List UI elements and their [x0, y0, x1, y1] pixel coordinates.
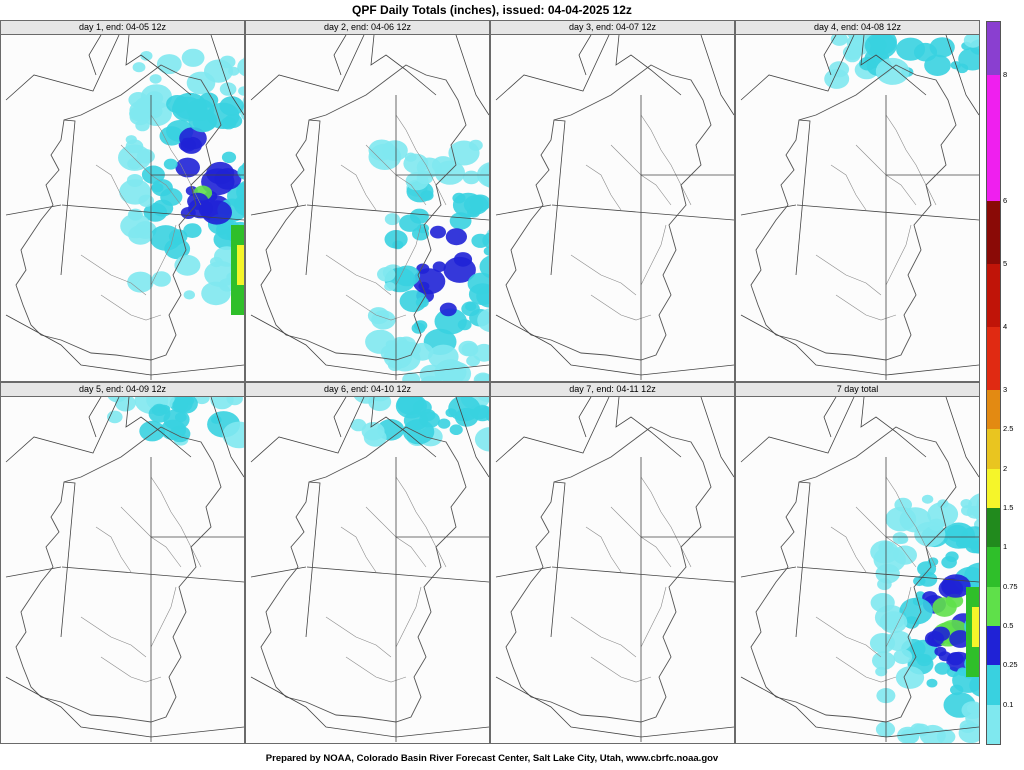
precip-map [250, 35, 489, 381]
colorbar-tick-label: 8 [1003, 70, 1008, 80]
colorbar-segment [987, 547, 1000, 587]
colorbar-tick-label: 0.5 [1003, 620, 1014, 630]
colorbar-segment [987, 326, 1000, 390]
precip-map [740, 397, 979, 743]
colorbar-tick-label: 1 [1003, 542, 1008, 552]
map-panel-7: day 7, end: 04-11 12z [490, 382, 735, 744]
colorbar-segment [987, 625, 1000, 666]
precip-map [5, 397, 244, 742]
colorbar-segment [987, 507, 1000, 548]
panel-title: day 7, end: 04-11 12z [491, 383, 734, 397]
colorbar-tick-label: 5 [1003, 258, 1008, 268]
colorbar-segment [987, 586, 1000, 626]
panel-title: day 2, end: 04-06 12z [246, 21, 489, 35]
colorbar-segment [987, 75, 1000, 202]
colorbar-tick-label: 0.1 [1003, 699, 1014, 709]
precip-colorbar [986, 21, 1001, 745]
colorbar-tick-label: 4 [1003, 321, 1008, 331]
colorbar-segment [987, 429, 1000, 469]
colorbar-tick-label: 3 [1003, 384, 1008, 394]
colorbar-tick-label: 1.5 [1003, 502, 1014, 512]
map-panel-6: day 6, end: 04-10 12z [245, 382, 490, 744]
panel-title: day 4, end: 04-08 12z [736, 21, 979, 35]
colorbar-tick-label: 0.75 [1003, 581, 1018, 591]
map-panel-1: day 1, end: 04-05 12z [0, 20, 245, 382]
panel-title: day 3, end: 04-07 12z [491, 21, 734, 35]
colorbar-segment [987, 468, 1000, 508]
map-panel-2: day 2, end: 04-06 12z [245, 20, 490, 382]
colorbar-tick-label: 6 [1003, 196, 1008, 206]
figure-title: QPF Daily Totals (inches), issued: 04-04… [352, 3, 632, 17]
precip-map [5, 35, 244, 380]
colorbar-tick-label: 0.25 [1003, 660, 1018, 670]
map-panel-3: day 3, end: 04-07 12z [490, 20, 735, 382]
panel-title: day 1, end: 04-05 12z [1, 21, 244, 35]
colorbar-tick-label: 2 [1003, 463, 1008, 473]
panel-title: day 6, end: 04-10 12z [246, 383, 489, 397]
colorbar-segment [987, 665, 1000, 705]
colorbar-tick-label: 2.5 [1003, 424, 1014, 434]
panel-title: day 5, end: 04-09 12z [1, 383, 244, 397]
precip-map [495, 35, 734, 380]
precip-map [250, 397, 489, 742]
colorbar-segment [987, 389, 1000, 430]
colorbar-segment [987, 263, 1000, 327]
colorbar-segment [987, 704, 1000, 744]
precip-map [495, 397, 734, 742]
panel-title: 7 day total [736, 383, 979, 397]
colorbar-segment [987, 201, 1000, 264]
precip-map [740, 35, 979, 380]
colorbar-segment [987, 22, 1000, 76]
map-panel-4: day 4, end: 04-08 12z [735, 20, 980, 382]
map-panel-5: day 5, end: 04-09 12z [0, 382, 245, 744]
map-panel-8: 7 day total [735, 382, 980, 744]
credit-footer: Prepared by NOAA, Colorado Basin River F… [265, 753, 719, 764]
